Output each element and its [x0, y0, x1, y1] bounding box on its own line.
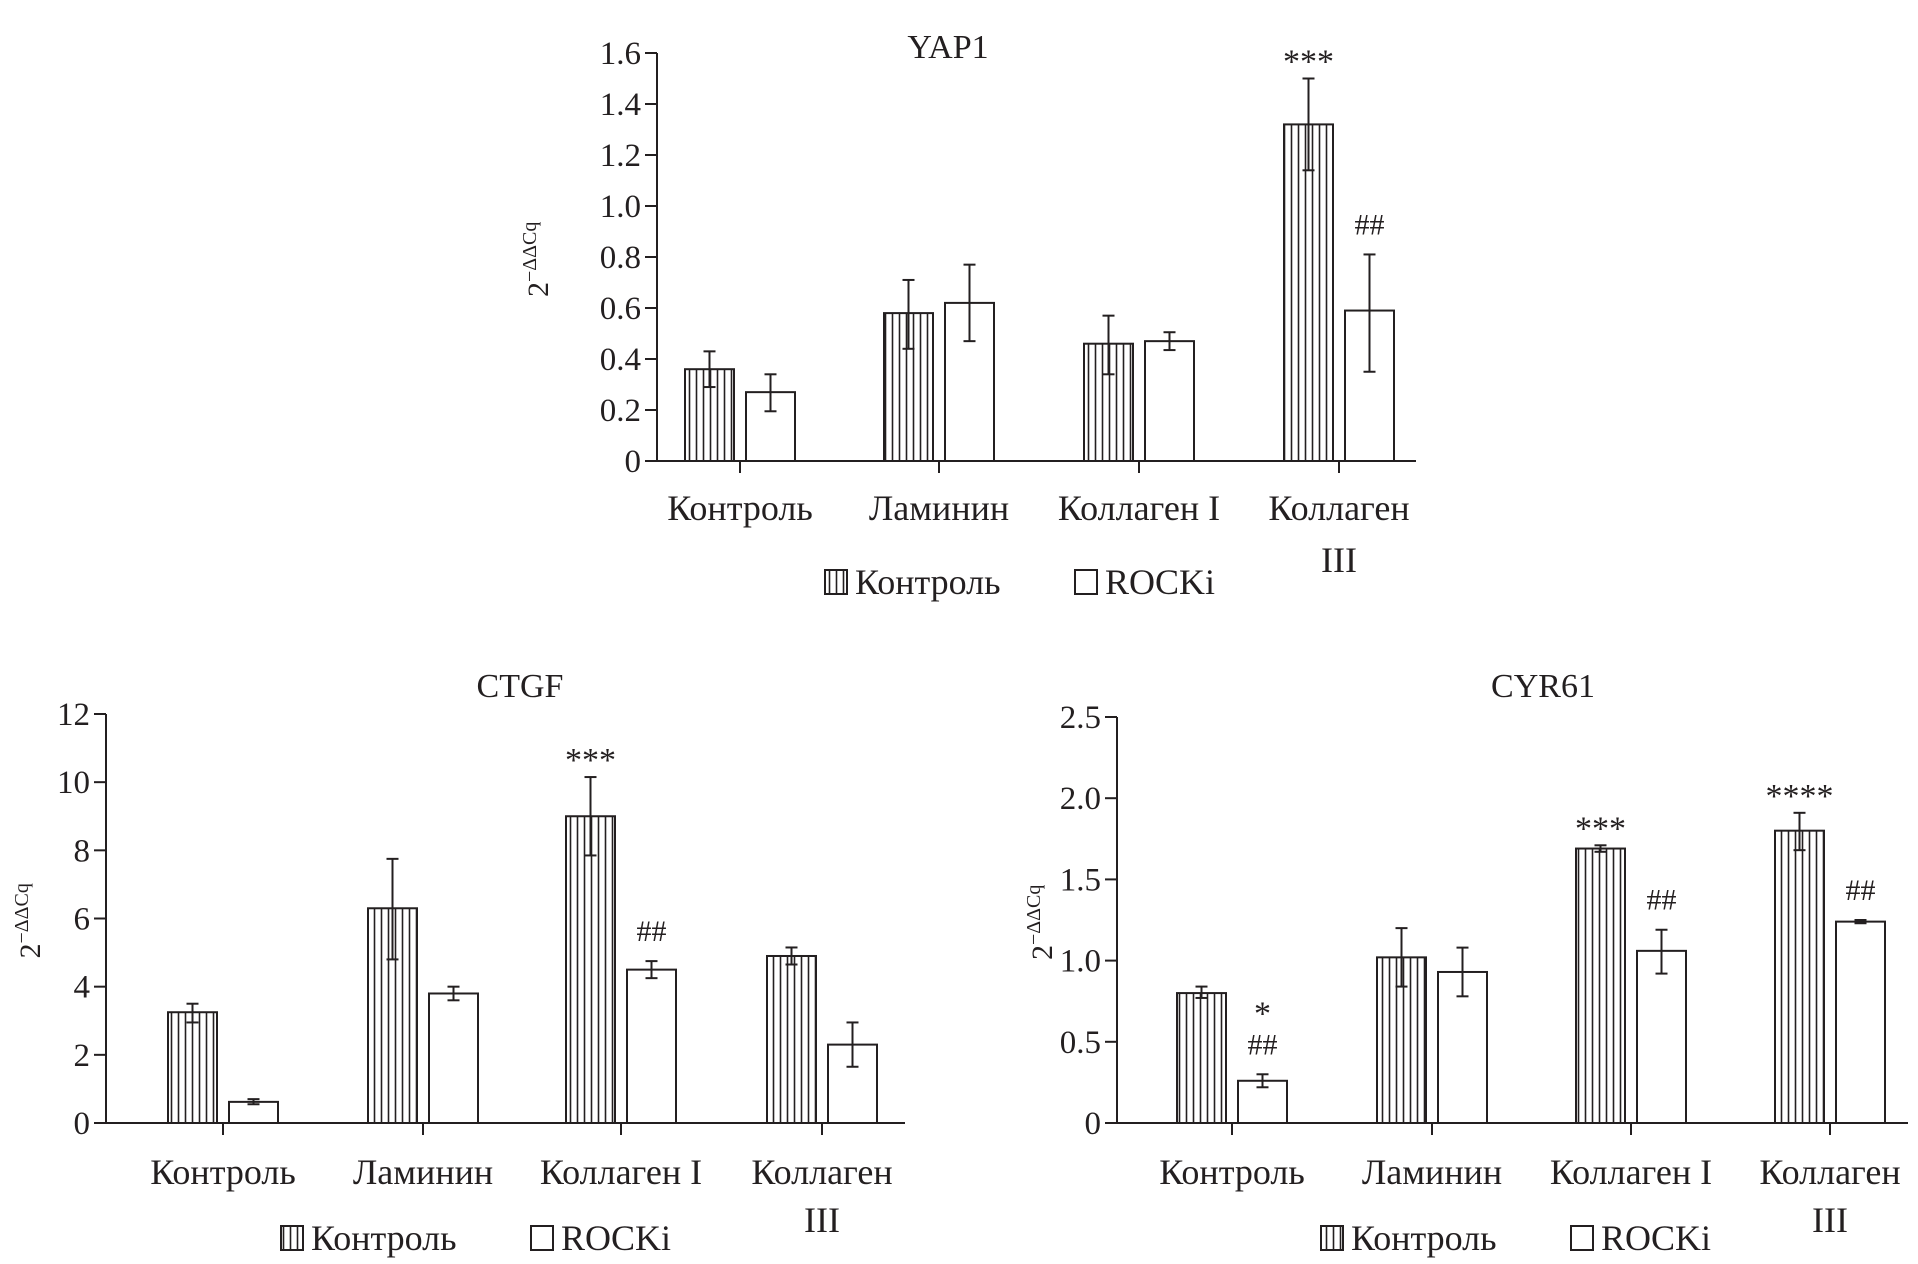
x-tick-label: Ламинин — [869, 488, 1009, 528]
y-tick-label: 1.5 — [1060, 862, 1101, 898]
y-tick-label: 12 — [57, 697, 90, 733]
x-tick-label: Ламинин — [353, 1152, 493, 1192]
y-axis-label-base: 2 — [14, 944, 47, 959]
y-tick-label: 6 — [74, 902, 91, 938]
significance-label: *** — [565, 742, 616, 779]
bar-rocki — [1636, 949, 1687, 1125]
x-tick-label: Коллаген I — [1058, 488, 1220, 528]
y-tick-label: 1.2 — [600, 138, 641, 174]
legend-swatch-rocki — [1570, 1225, 1594, 1251]
y-axis-label-base: 2 — [522, 282, 555, 297]
significance-label: *** — [1575, 810, 1626, 847]
y-tick-label: 0.8 — [600, 240, 641, 276]
bar-control — [1774, 829, 1825, 1124]
legend: Контроль ROCKi — [824, 562, 1215, 602]
significance-label: * — [1254, 995, 1271, 1032]
legend-label: Контроль — [1351, 1218, 1497, 1258]
bar-rocki — [626, 968, 677, 1124]
y-axis-label: 2−ΔΔCq — [1023, 885, 1059, 960]
y-axis-label-base: 2 — [1026, 945, 1059, 960]
x-tick-label: Ламинин — [1362, 1152, 1502, 1192]
bar-rocki — [428, 992, 479, 1124]
legend-label: ROCKi — [1601, 1218, 1711, 1258]
y-axis-label-sup: −ΔΔCq — [11, 883, 33, 943]
y-tick-label: 2.0 — [1060, 781, 1101, 817]
legend: Контроль ROCKi — [280, 1218, 671, 1258]
significance-label: **** — [1766, 778, 1834, 815]
y-tick-label: 0.2 — [600, 393, 641, 429]
y-tick-label: 1.4 — [600, 87, 641, 123]
bar-rocki — [1835, 920, 1886, 1125]
bar-control — [1283, 123, 1334, 463]
y-tick-label: 2.5 — [1060, 700, 1101, 736]
x-tick-label: Коллаген — [1268, 488, 1409, 528]
significance-label: *** — [1283, 44, 1334, 81]
x-tick-label: Контроль — [667, 488, 813, 528]
y-tick-label: 0 — [1085, 1106, 1102, 1142]
legend-label: Контроль — [311, 1218, 457, 1258]
legend-swatch-control — [1320, 1225, 1344, 1251]
chart-title: YAP1 — [907, 29, 988, 66]
legend-swatch-control — [280, 1225, 304, 1251]
bar-control — [1176, 992, 1227, 1125]
x-tick-label: Коллаген I — [540, 1152, 702, 1192]
legend-label: Контроль — [855, 562, 1001, 602]
chart-cyr61: CYR61 2−ΔΔCq 0 0.5 1.0 1.5 2.0 2.5 Контроль Ламин… — [1023, 668, 1908, 1258]
x-tick-label: Контроль — [1159, 1152, 1305, 1192]
bar-control — [1575, 847, 1626, 1124]
x-tick-label: Коллаген — [1759, 1152, 1900, 1192]
y-axis-label: 2−ΔΔCq — [11, 883, 47, 958]
bar-control — [766, 954, 817, 1124]
y-tick-label: 4 — [74, 970, 91, 1006]
y-axis-label-sup: −ΔΔCq — [1023, 885, 1045, 945]
bar-control — [565, 815, 616, 1124]
legend-label: ROCKi — [561, 1218, 671, 1258]
y-tick-label: 0.6 — [600, 291, 641, 327]
y-axis-label: 2−ΔΔCq — [519, 222, 555, 297]
x-tick-label: Коллаген — [751, 1152, 892, 1192]
significance-label: ## — [1248, 1028, 1278, 1061]
y-tick-label: 1.0 — [1060, 944, 1101, 980]
y-tick-label: 10 — [57, 765, 90, 801]
legend-swatch-rocki — [1074, 569, 1098, 595]
y-tick-label: 0 — [74, 1106, 91, 1142]
y-tick-label: 0.4 — [600, 342, 641, 378]
x-tick-label-line2: III — [1812, 1200, 1848, 1240]
x-tick-label: Коллаген I — [1550, 1152, 1712, 1192]
y-tick-label: 2 — [74, 1038, 91, 1074]
legend-swatch-rocki — [530, 1225, 554, 1251]
chart-title: CYR61 — [1491, 668, 1595, 705]
significance-label: ## — [637, 915, 667, 948]
y-tick-label: 0.5 — [1060, 1025, 1101, 1061]
y-tick-label: 8 — [74, 833, 91, 869]
significance-label: ## — [1846, 874, 1876, 907]
chart-yap1: YAP1 2−ΔΔCq 0 0.2 0.4 0.6 0.8 1.0 1.2 1.4 1.6 Контр… — [519, 29, 1416, 602]
y-tick-label: 0 — [625, 444, 642, 480]
y-axis-label-sup: −ΔΔCq — [519, 222, 541, 282]
legend: Контроль ROCKi — [1320, 1218, 1711, 1258]
bar-rocki — [1144, 340, 1195, 462]
x-tick-label-line2: III — [804, 1200, 840, 1240]
legend-label: ROCKi — [1105, 562, 1215, 602]
significance-label: ## — [1355, 208, 1385, 241]
chart-title: CTGF — [477, 668, 564, 705]
x-tick-label: Контроль — [150, 1152, 296, 1192]
y-tick-label: 1.6 — [600, 36, 641, 72]
legend-swatch-control — [824, 569, 848, 595]
x-tick-label-line2: III — [1321, 540, 1357, 580]
y-tick-label: 1.0 — [600, 189, 641, 225]
bar-control — [167, 1011, 218, 1125]
significance-label: ## — [1647, 884, 1677, 917]
